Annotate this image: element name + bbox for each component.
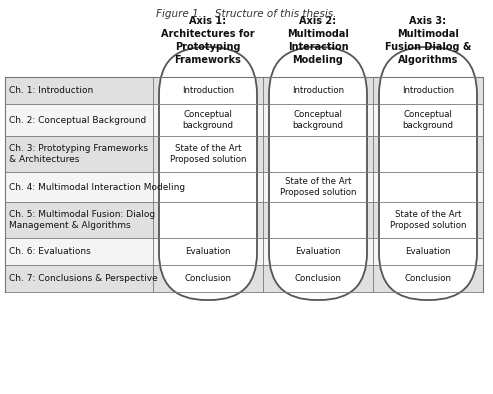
Text: Conclusion: Conclusion [184, 274, 232, 283]
Text: Conceptual
background: Conceptual background [182, 110, 234, 130]
Bar [5, 136, 483, 172]
Text: Ch. 7: Conclusions & Perspective: Ch. 7: Conclusions & Perspective [9, 274, 158, 283]
Bar [5, 238, 483, 265]
Bar [5, 104, 483, 136]
Text: Ch. 6: Evaluations: Ch. 6: Evaluations [9, 247, 91, 256]
Text: Ch. 2: Conceptual Background: Ch. 2: Conceptual Background [9, 115, 146, 125]
Bar [5, 77, 483, 104]
Text: Evaluation: Evaluation [405, 247, 451, 256]
Bar [5, 265, 483, 292]
Text: State of the Art
Proposed solution: State of the Art Proposed solution [280, 177, 356, 197]
Text: Evaluation: Evaluation [185, 247, 231, 256]
Text: Conceptual
background: Conceptual background [292, 110, 344, 130]
Text: Conclusion: Conclusion [294, 274, 342, 283]
Text: Introduction: Introduction [402, 86, 454, 95]
Text: Figure 1.    Structure of this thesis.: Figure 1. Structure of this thesis. [156, 9, 336, 19]
Text: Ch. 3: Prototyping Frameworks
& Architectures: Ch. 3: Prototyping Frameworks & Architec… [9, 144, 148, 164]
FancyBboxPatch shape [159, 47, 257, 300]
Text: Conceptual
background: Conceptual background [402, 110, 454, 130]
Text: Axis 1:
Architectures for
Prototyping
Frameworks: Axis 1: Architectures for Prototyping Fr… [161, 16, 255, 65]
Text: Ch. 5: Multimodal Fusion: Dialog
Management & Algorithms: Ch. 5: Multimodal Fusion: Dialog Managem… [9, 210, 155, 230]
Text: Axis 3:
Multimodal
Fusion Dialog &
Algorithms: Axis 3: Multimodal Fusion Dialog & Algor… [385, 16, 471, 65]
Text: State of the Art
Proposed solution: State of the Art Proposed solution [390, 210, 466, 230]
Text: State of the Art
Proposed solution: State of the Art Proposed solution [170, 144, 246, 164]
FancyBboxPatch shape [269, 47, 367, 300]
Text: Axis 2:
Multimodal
Interaction
Modeling: Axis 2: Multimodal Interaction Modeling [287, 16, 349, 65]
Bar [5, 172, 483, 202]
Text: Conclusion: Conclusion [404, 274, 452, 283]
Text: Ch. 4: Multimodal Interaction Modeling: Ch. 4: Multimodal Interaction Modeling [9, 182, 185, 191]
FancyBboxPatch shape [379, 47, 477, 300]
Text: Evaluation: Evaluation [295, 247, 341, 256]
Text: Ch. 1: Introduction: Ch. 1: Introduction [9, 86, 93, 95]
Text: Introduction: Introduction [182, 86, 234, 95]
Bar [5, 202, 483, 238]
Text: Introduction: Introduction [292, 86, 344, 95]
